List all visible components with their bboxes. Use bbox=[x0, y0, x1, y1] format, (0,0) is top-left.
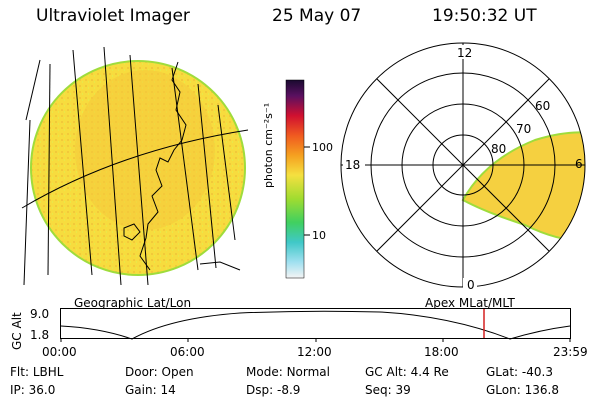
mlt-label-18: 18 bbox=[345, 158, 360, 172]
geographic-image bbox=[21, 46, 249, 286]
time-tick-2359: 23:59 bbox=[553, 345, 588, 359]
altitude-panel bbox=[60, 308, 571, 342]
colorbar-tick-100: 100 bbox=[312, 141, 333, 154]
header-time: 19:50:32 UT bbox=[432, 6, 537, 26]
alt-tick-high: 9.0 bbox=[30, 307, 50, 321]
coastline-island bbox=[123, 223, 141, 241]
colorbar-units-label: photon cm⁻²s⁻¹ bbox=[262, 102, 275, 188]
altitude-axis-label: GC Alt bbox=[10, 312, 24, 350]
status-glon: GLon: 136.8 bbox=[486, 383, 559, 397]
alt-tick-low: 1.8 bbox=[30, 328, 50, 342]
longitude-lines bbox=[23, 46, 236, 286]
polar-plot: 12 18 6 0 60 70 80 bbox=[340, 42, 586, 292]
status-glat: GLat: -40.3 bbox=[486, 365, 553, 379]
status-mode: Mode: Normal bbox=[246, 365, 330, 379]
apex-label: Apex MLat/MLT bbox=[425, 296, 515, 310]
status-flt: Flt: LBHL bbox=[10, 365, 64, 379]
time-tick-1200: 12:00 bbox=[297, 345, 332, 359]
mlt-label-12: 12 bbox=[457, 46, 472, 60]
geographic-label: Geographic Lat/Lon bbox=[74, 296, 192, 310]
status-gc-alt: GC Alt: 4.4 Re bbox=[365, 365, 449, 379]
status-gain: Gain: 14 bbox=[125, 383, 176, 397]
app-title: Ultraviolet Imager bbox=[36, 6, 190, 26]
header-date: 25 May 07 bbox=[272, 6, 362, 26]
latitude-line bbox=[21, 129, 249, 209]
lat-label-80: 80 bbox=[491, 142, 506, 156]
colorbar-gradient bbox=[285, 79, 305, 279]
time-tick-0000: 00:00 bbox=[42, 345, 77, 359]
colorbar-tick-10: 10 bbox=[312, 229, 326, 242]
lat-label-70: 70 bbox=[516, 122, 531, 136]
lat-label-60: 60 bbox=[535, 99, 550, 113]
time-tick-0600: 06:00 bbox=[170, 345, 205, 359]
status-dsp: Dsp: -8.9 bbox=[246, 383, 301, 397]
colorbar: 100 10 bbox=[285, 79, 333, 279]
status-ip: IP: 36.0 bbox=[10, 383, 56, 397]
status-seq: Seq: 39 bbox=[365, 383, 411, 397]
mlt-label-0: 0 bbox=[467, 278, 475, 292]
time-tick-1800: 18:00 bbox=[424, 345, 459, 359]
altitude-curve bbox=[60, 310, 571, 340]
auroral-oval bbox=[461, 131, 585, 242]
status-door: Door: Open bbox=[125, 365, 194, 379]
mlt-label-6: 6 bbox=[575, 157, 583, 171]
coastline bbox=[139, 61, 187, 271]
